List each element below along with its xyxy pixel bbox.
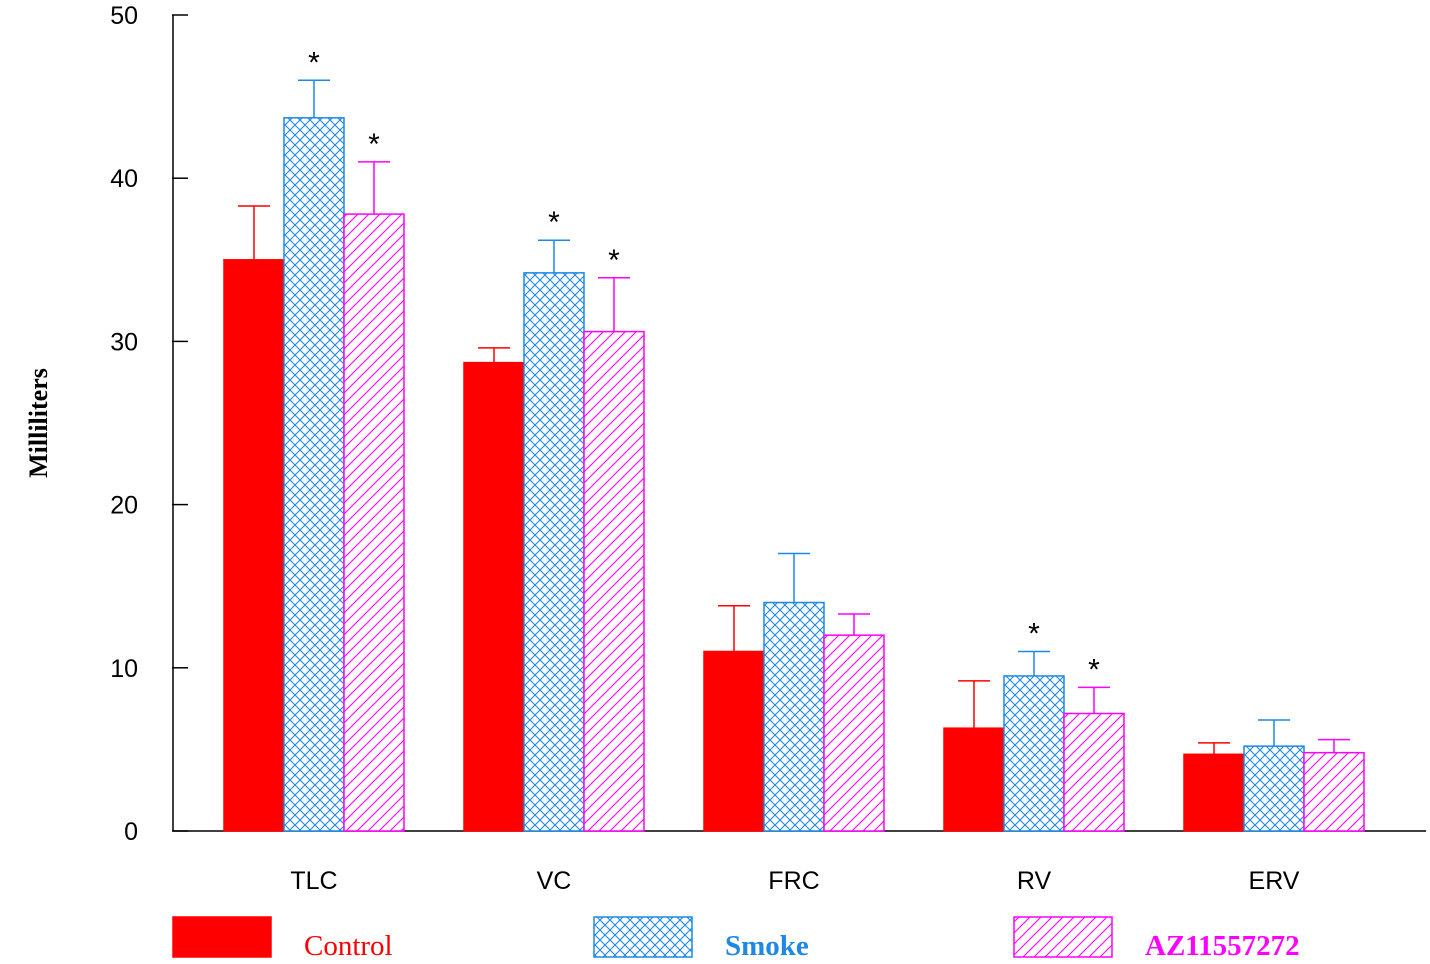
y-tick-label: 20 [110, 492, 138, 520]
legend: Control Smoke AZ11557272 [172, 916, 1300, 962]
bar [583, 330, 645, 832]
x-tick-label: RV [1017, 867, 1052, 895]
bar [223, 259, 285, 832]
legend-label: Control [304, 930, 393, 962]
bar [523, 272, 585, 832]
bar [343, 213, 405, 832]
x-tick-label: TLC [290, 867, 337, 895]
bar [703, 650, 765, 832]
bar [463, 361, 525, 832]
y-tick-label: 50 [110, 2, 138, 30]
y-axis-label: Milliliters [24, 368, 53, 478]
y-tick-label: 10 [110, 655, 138, 683]
significance-marker: * [608, 244, 620, 277]
significance-marker: * [548, 206, 560, 239]
legend-label: Smoke [725, 930, 809, 962]
legend-swatch [172, 916, 272, 958]
significance-marker: * [1028, 617, 1040, 650]
bar [943, 727, 1005, 832]
bar [283, 117, 345, 832]
bar [1303, 751, 1365, 832]
legend-swatch [593, 916, 693, 958]
legend-label: AZ11557272 [1145, 930, 1300, 962]
bar [763, 601, 825, 832]
significance-marker: * [368, 128, 380, 161]
significance-marker: * [308, 46, 320, 79]
bar [823, 634, 885, 832]
y-tick-label: 0 [124, 818, 138, 846]
y-tick-label: 40 [110, 165, 138, 193]
y-tick-label: 30 [110, 328, 138, 356]
x-tick-label: VC [537, 867, 572, 895]
significance-marker: * [1088, 653, 1100, 686]
legend-swatch [1013, 916, 1113, 958]
bar [1003, 675, 1065, 832]
bar [1183, 753, 1245, 832]
x-tick-label: ERV [1249, 867, 1300, 895]
bar [1243, 745, 1305, 832]
bars: * * TLC * * VC FRC * * RV ERV [223, 46, 1365, 895]
bar [1063, 712, 1125, 832]
x-tick-label: FRC [768, 867, 819, 895]
